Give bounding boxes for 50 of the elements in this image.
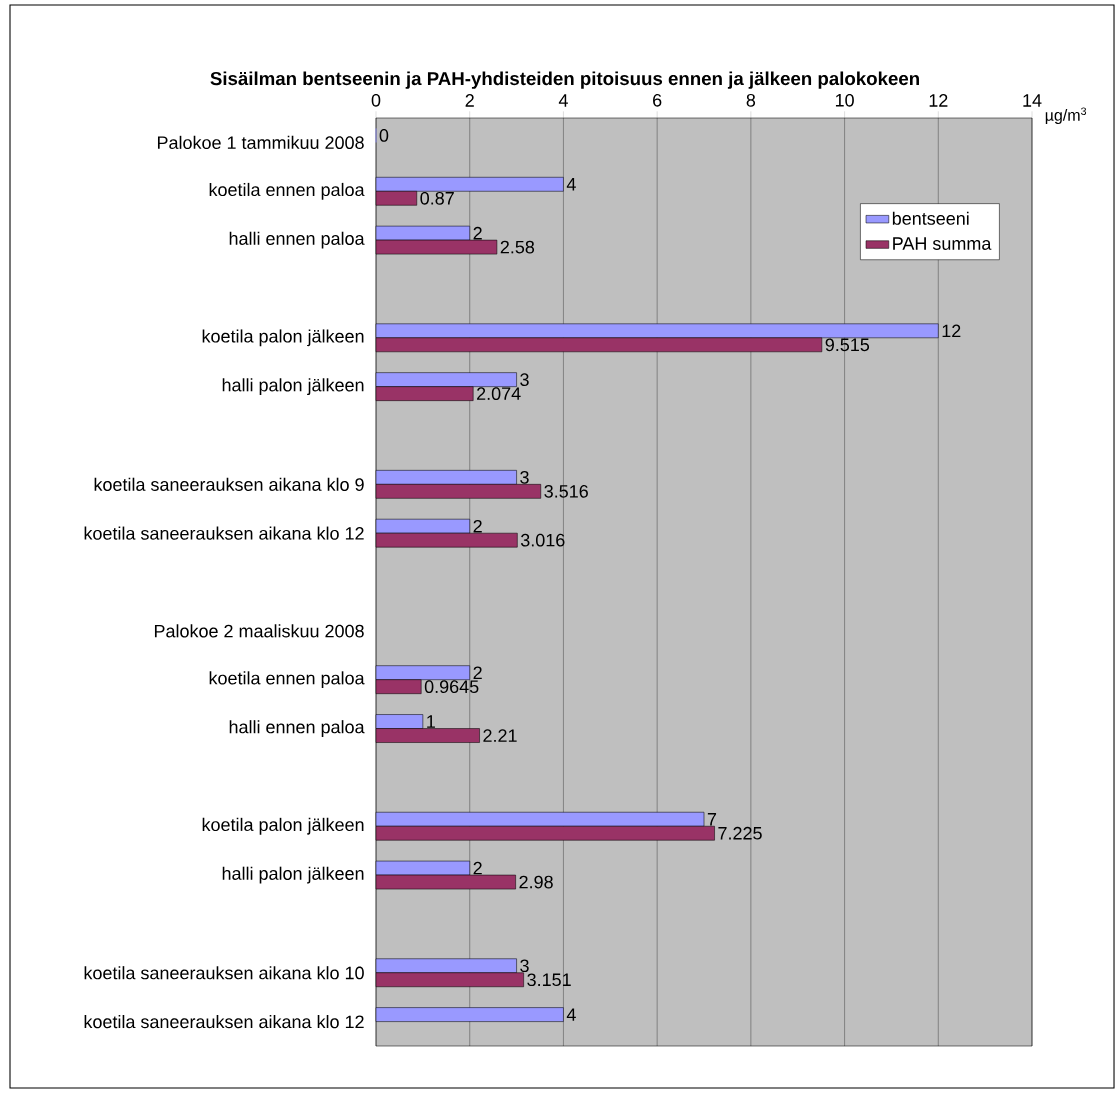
data-label: 2.58 [500,240,535,254]
data-label: 2.98 [519,875,553,889]
data-label: 0.87 [420,191,454,205]
y-tick-label: koetila saneerauksen aikana klo 12 [84,1014,364,1029]
data-label: 0 [379,129,389,142]
data-label: 2 [473,226,482,240]
x-axis-title: µg/m$^{3}$ [1045,107,1087,124]
x-tick-label: 6 [653,93,662,107]
data-label: 3 [520,470,529,484]
data-label: 7 [707,813,717,826]
data-label: 12 [942,324,961,338]
y-tick-label: koetila ennen paloa [209,671,365,689]
y-tick-label: koetila ennen paloa [209,182,365,200]
y-tick-label: koetila saneerauksen aikana klo 12 [84,526,364,540]
y-tick-label: halli palon jälkeen [222,378,364,396]
x-tick-label: 12 [929,94,948,107]
data-label: 3.516 [544,484,588,498]
data-label: 2.074 [477,387,521,401]
y-tick-label: halli palon jälkeen [222,866,364,884]
y-tick-label: koetila saneerauksen aikana klo 9 [94,477,364,491]
x-tick-label: 4 [558,94,568,107]
legend-label: bentseeni [892,211,969,225]
y-tick-label: halli ennen paloa [229,720,365,737]
data-label: 2 [473,861,482,875]
data-label: 2.21 [483,729,517,742]
y-tick-label: koetila palon jälkeen [202,329,364,347]
data-label: 0.9645 [424,680,479,694]
chart-title: Sisäilman bentseenin ja PAH-yhdisteiden pitoisuus ennen ja jälkeen palokokeen [210,71,919,89]
data-label: 4 [566,178,576,191]
data-label: 9.515 [825,338,870,352]
x-tick-label: 2 [465,94,474,107]
data-label: 3.151 [527,973,571,987]
data-label: 4 [566,1008,576,1021]
x-tick-label: 14 [1023,94,1042,107]
y-tick-label: Palokoe 1 tammikuu 2008 [157,135,364,150]
data-label: 2 [473,666,482,679]
y-tick-label: koetila palon jälkeen [202,817,364,835]
x-tick-label: 0 [371,93,381,107]
y-tick-label: koetila saneerauksen aikana klo 10 [84,966,364,980]
x-tick-label: 8 [746,93,756,107]
data-label: 7.225 [718,826,762,840]
y-tick-label: Palokoe 2 maaliskuu 2008 [154,624,364,638]
data-label: 3 [520,373,529,387]
data-label: 2 [473,519,482,533]
x-tick-label: 10 [835,93,854,107]
data-label: 1 [427,715,435,728]
y-tick-label: halli ennen paloa [229,231,365,249]
legend-label: PAH summa [893,237,992,250]
data-label: 3.016 [520,533,565,547]
data-label: 3 [520,959,529,973]
